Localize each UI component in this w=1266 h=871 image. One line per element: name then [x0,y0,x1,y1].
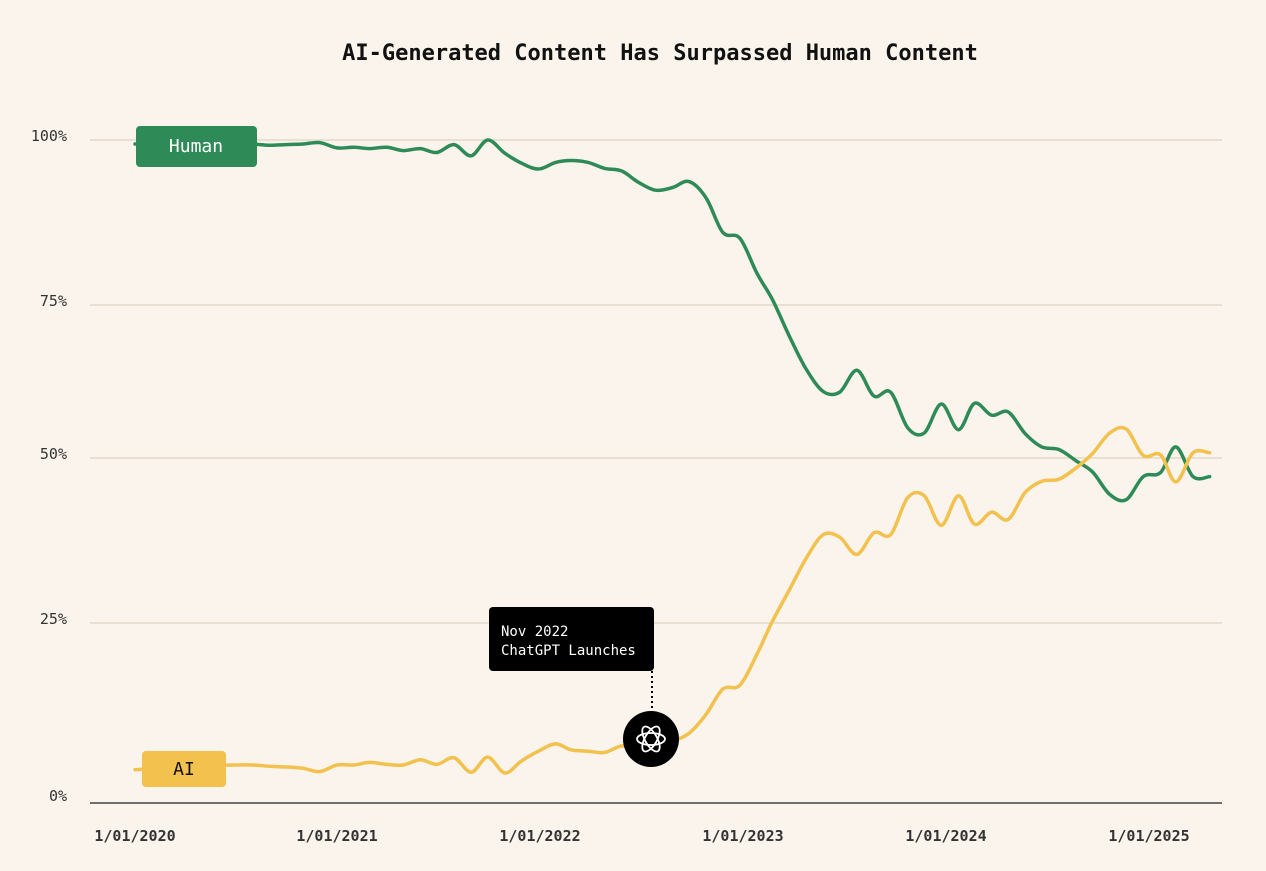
legend-ai: AI [142,751,226,787]
annotation-box [489,607,654,671]
x-tick-label: 1/01/2021 [296,827,377,845]
y-tick-label: 75% [40,292,67,310]
legend-human: Human [136,126,257,167]
y-tick-label: 50% [40,445,67,463]
x-tick-label: 1/01/2025 [1108,827,1189,845]
y-tick-label: 25% [40,610,67,628]
x-axis-ticks: 1/01/2020 1/01/2021 1/01/2022 1/01/2023 1/01… [94,827,1189,845]
chart-title: AI-Generated Content Has Surpassed Human… [342,41,978,66]
grid-layer [90,139,1222,624]
annotation-line2: ChatGPT Launches [501,643,636,659]
annotation-line1: Nov 2022 [501,624,568,640]
annotation: Nov 2022 ChatGPT Launches [489,607,679,767]
y-axis-ticks: 0% 25% 50% 75% 100% [31,127,67,805]
legend-ai-label: AI [173,759,195,780]
x-tick-label: 1/01/2022 [499,827,580,845]
y-tick-label: 0% [49,787,67,805]
x-tick-label: 1/01/2024 [905,827,986,845]
chatgpt-logo-icon [623,711,679,767]
legend-human-label: Human [169,136,223,157]
y-tick-label: 100% [31,127,67,145]
legend-human-badge [136,126,257,167]
x-tick-label: 1/01/2023 [702,827,783,845]
legend-ai-badge [142,751,226,787]
series-line-human [133,138,1212,503]
x-tick-label: 1/01/2020 [94,827,175,845]
